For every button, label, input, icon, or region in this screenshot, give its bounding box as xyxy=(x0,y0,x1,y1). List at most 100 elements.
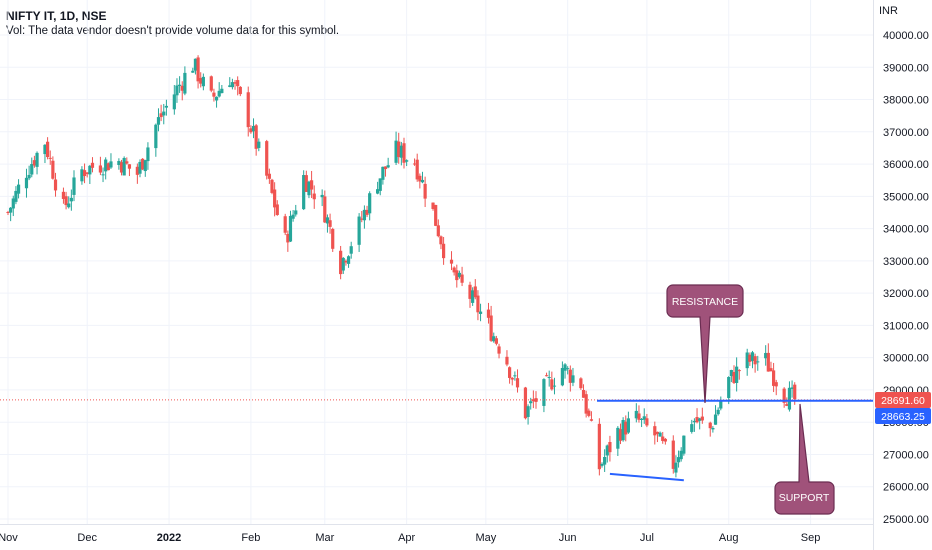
candle-body xyxy=(679,450,683,460)
chart-drawings: RESISTANCE SUPPORT xyxy=(0,284,873,515)
candle-body xyxy=(349,246,353,254)
candle-body xyxy=(769,368,773,372)
candle-body xyxy=(286,233,290,243)
candle-body xyxy=(312,193,316,200)
candle-body xyxy=(671,440,675,469)
candle-body xyxy=(608,442,612,453)
candle-body xyxy=(346,256,351,264)
symbol-title[interactable]: NIFTY IT, 1D, NSE xyxy=(6,9,107,23)
candle-body xyxy=(782,388,786,403)
y-tick-label: 33000.00 xyxy=(883,256,929,268)
y-tick-label: 25000.00 xyxy=(883,514,929,526)
candle-body xyxy=(460,274,464,283)
candle-body xyxy=(16,184,21,194)
candle-body xyxy=(473,286,477,298)
candle-body xyxy=(209,76,213,91)
support-callout[interactable]: SUPPORT xyxy=(774,403,835,515)
candle-body xyxy=(257,141,261,148)
x-tick-label: Apr xyxy=(398,532,415,544)
candle-body xyxy=(584,394,588,414)
candle-body xyxy=(624,421,628,435)
candle-body xyxy=(494,338,498,344)
candle-body xyxy=(178,84,182,86)
volume-note: Vol: The data vendor doesn't provide vol… xyxy=(6,25,340,37)
candle-body xyxy=(653,426,657,436)
candle-body xyxy=(183,72,187,94)
candle-body xyxy=(154,124,158,149)
candle-body xyxy=(238,86,242,95)
candle-body xyxy=(368,193,372,214)
candle-body xyxy=(785,404,789,406)
candle-body xyxy=(82,170,87,177)
candle-body xyxy=(676,457,681,463)
candle-body xyxy=(753,356,757,365)
candle-body xyxy=(605,445,609,456)
candle-body xyxy=(180,85,184,91)
price-axis[interactable]: INR25000.0026000.0027000.0028000.0029000… xyxy=(873,0,932,550)
candle-body xyxy=(571,375,575,383)
candle-body xyxy=(766,352,770,372)
x-tick-label: Mar xyxy=(315,532,334,544)
candle-body xyxy=(663,438,667,442)
candle-body xyxy=(597,423,601,470)
candle-body xyxy=(9,207,13,213)
candle-body xyxy=(236,80,240,87)
y-tick-label: 30000.00 xyxy=(883,353,929,365)
candle-body xyxy=(273,189,277,208)
candle-body xyxy=(119,162,124,173)
x-tick-label: Dec xyxy=(77,532,97,544)
candle-body xyxy=(196,57,200,82)
x-tick-label: Sep xyxy=(801,532,821,544)
y-tick-label: 40000.00 xyxy=(883,30,929,42)
y-tick-label: 31000.00 xyxy=(883,320,929,332)
candle-body xyxy=(122,157,126,176)
candle-body xyxy=(106,163,110,171)
candle-body xyxy=(737,370,741,372)
candle-body xyxy=(642,416,646,420)
y-tick-label: 37000.00 xyxy=(883,127,929,139)
candle-body xyxy=(220,88,224,94)
candle-body xyxy=(376,189,380,194)
candle-body xyxy=(764,352,768,359)
candle-body xyxy=(43,144,47,155)
candle-body xyxy=(492,336,496,342)
candle-body xyxy=(661,436,665,441)
candle-body xyxy=(80,169,84,182)
candle-body xyxy=(655,431,660,434)
candle-body xyxy=(589,419,594,421)
candle-body xyxy=(378,178,382,191)
candle-body xyxy=(566,368,570,370)
candle-body xyxy=(434,204,438,226)
candle-body xyxy=(695,417,699,423)
candle-body xyxy=(603,457,607,465)
currency-label: INR xyxy=(879,5,898,17)
candle-body xyxy=(135,166,139,175)
candle-body xyxy=(732,371,736,383)
candle-body xyxy=(381,166,385,180)
candle-body xyxy=(402,143,406,163)
candle-body xyxy=(362,209,366,221)
x-tick-label: May xyxy=(475,532,496,544)
candle-body xyxy=(159,113,163,118)
price-tag-label: 28691.60 xyxy=(881,395,925,407)
resistance-callout[interactable]: RESISTANCE xyxy=(666,284,744,404)
candle-body xyxy=(90,162,95,168)
time-axis[interactable]: Nov Dec 2022 Feb Mar Apr May Jun Jul Aug Sep xyxy=(0,524,873,550)
candle-body xyxy=(729,370,733,377)
candle-body xyxy=(320,194,324,198)
support-trendline[interactable] xyxy=(609,472,684,482)
candle-body xyxy=(11,198,15,209)
candle-body xyxy=(750,352,755,361)
candle-body xyxy=(341,257,345,271)
candle-body xyxy=(412,163,417,165)
candle-body xyxy=(109,161,113,168)
candle-body xyxy=(125,161,129,164)
candle-body xyxy=(735,366,739,383)
candle-body xyxy=(328,220,332,227)
candle-body xyxy=(265,141,269,176)
candle-body xyxy=(452,267,456,273)
candle-body xyxy=(457,272,462,277)
candle-body xyxy=(30,164,34,175)
price-axis-bg xyxy=(873,0,932,550)
